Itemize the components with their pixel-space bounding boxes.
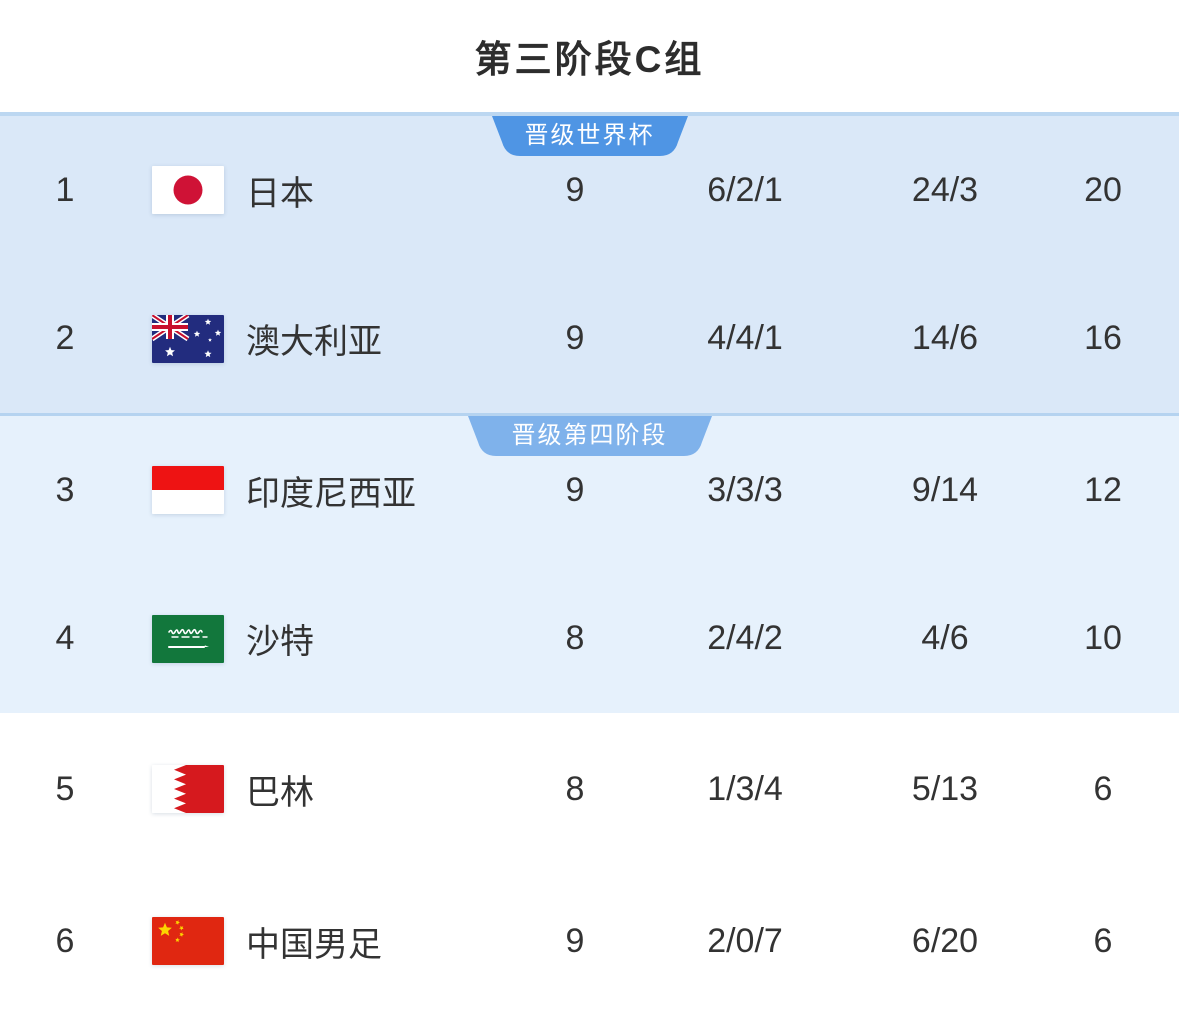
badge-label: 晋级世界杯: [524, 122, 655, 149]
china-flag-icon: [152, 917, 224, 965]
points: 6: [1093, 769, 1113, 808]
team-name: 中国男足: [246, 925, 382, 964]
win-draw-loss: 2/4/2: [707, 619, 783, 658]
table-row-indonesia[interactable]: 3 印度尼西亚 9 3/3/3 9/14 12: [0, 416, 1179, 565]
team-name: 巴林: [246, 773, 314, 812]
indonesia-flag-icon: [152, 466, 224, 515]
badge-shape: [467, 416, 712, 456]
goals-for-against: 14/6: [911, 319, 979, 358]
win-draw-loss: 2/0/7: [707, 921, 783, 960]
games-played: 8: [565, 619, 585, 658]
page-title: 第三阶段C组: [474, 39, 705, 80]
win-draw-loss: 1/3/4: [707, 769, 783, 808]
section-world-cup-qualifiers: 晋级世界杯 1 日本 9 6/2/1 24/3 20 2: [0, 112, 1179, 413]
section-stage4-qualifiers: 晋级第四阶段 3 印度尼西亚 9 3/3/3 9/14 12 4: [0, 413, 1179, 713]
points: 20: [1084, 170, 1122, 209]
games-played: 9: [565, 170, 585, 209]
goals-for-against: 5/13: [911, 769, 979, 808]
points: 16: [1084, 319, 1122, 358]
team-name: 沙特: [246, 623, 314, 662]
rank: 1: [55, 170, 75, 209]
australia-flag-icon: [152, 314, 224, 363]
section-remaining-teams: 5 巴林 8 1/3/4 5/13 6 6 中国男足 9 2/0: [0, 713, 1179, 1017]
games-played: 9: [565, 921, 585, 960]
team-name: 印度尼西亚: [246, 474, 416, 513]
rank: 2: [55, 319, 75, 358]
win-draw-loss: 3/3/3: [707, 470, 783, 509]
goals-for-against: 4/6: [921, 619, 969, 658]
world-cup-qualify-badge: 晋级世界杯: [491, 116, 688, 156]
rank: 5: [55, 769, 75, 808]
goals-for-against: 6/20: [911, 921, 979, 960]
badge-label: 晋级第四阶段: [511, 422, 668, 449]
points: 10: [1084, 619, 1122, 658]
goals-for-against: 9/14: [911, 470, 979, 509]
table-row-china[interactable]: 6 中国男足 9 2/0/7 6/20 6: [0, 865, 1179, 1017]
win-draw-loss: 4/4/1: [707, 319, 783, 358]
saudi-flag-icon: [152, 614, 224, 663]
points: 12: [1084, 470, 1122, 509]
table-row-bahrain[interactable]: 5 巴林 8 1/3/4 5/13 6: [0, 713, 1179, 865]
table-row-australia[interactable]: 2 澳大利亚 9 4/4: [0, 265, 1179, 414]
win-draw-loss: 6/2/1: [707, 170, 783, 209]
table-row-saudi[interactable]: 4 沙特 8 2/4/2 4/6 10: [0, 565, 1179, 714]
games-played: 8: [565, 769, 585, 808]
stage4-qualify-badge: 晋级第四阶段: [467, 416, 712, 456]
team-name: 澳大利亚: [246, 323, 382, 362]
table-row-japan[interactable]: 1 日本 9 6/2/1 24/3 20: [0, 116, 1179, 265]
rank: 4: [55, 619, 75, 658]
badge-shape: [491, 116, 688, 156]
points: 6: [1093, 921, 1113, 960]
bahrain-flag-icon: [152, 765, 224, 813]
games-played: 9: [565, 319, 585, 358]
rank: 3: [55, 470, 75, 509]
goals-for-against: 24/3: [911, 170, 979, 209]
games-played: 9: [565, 470, 585, 509]
japan-flag-icon: [152, 166, 224, 215]
rank: 6: [55, 921, 75, 960]
team-name: 日本: [246, 174, 314, 213]
